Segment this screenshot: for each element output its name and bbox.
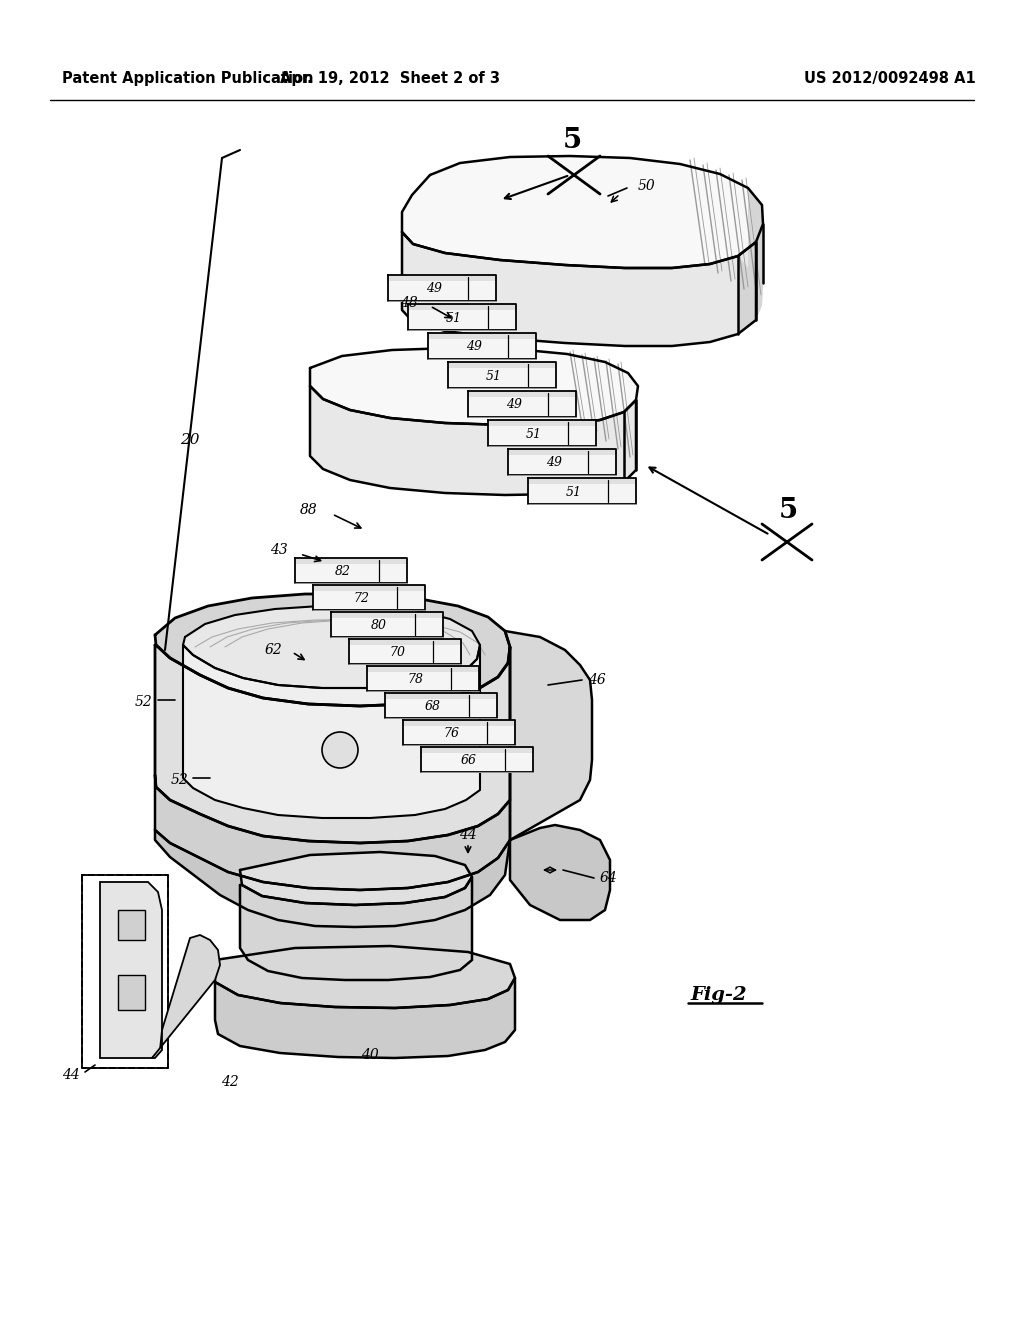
Polygon shape (331, 618, 443, 638)
Polygon shape (488, 420, 596, 426)
Text: 62: 62 (264, 643, 282, 657)
Polygon shape (508, 455, 616, 475)
Polygon shape (349, 645, 461, 664)
Text: 44: 44 (459, 828, 477, 842)
Text: 20: 20 (180, 433, 200, 447)
Text: 44: 44 (62, 1068, 80, 1082)
Text: 5: 5 (778, 496, 798, 524)
Polygon shape (388, 275, 496, 281)
Polygon shape (152, 935, 220, 1059)
Polygon shape (183, 645, 480, 818)
Polygon shape (505, 631, 592, 840)
Polygon shape (428, 339, 536, 359)
Text: Apr. 19, 2012  Sheet 2 of 3: Apr. 19, 2012 Sheet 2 of 3 (280, 70, 500, 86)
Text: 40: 40 (361, 1048, 379, 1063)
Text: 49: 49 (546, 457, 562, 470)
Text: 82: 82 (335, 565, 351, 578)
Polygon shape (468, 397, 575, 417)
Text: 50: 50 (638, 180, 655, 193)
Text: 52: 52 (170, 774, 188, 787)
Polygon shape (295, 558, 407, 564)
Polygon shape (295, 564, 407, 583)
Polygon shape (155, 594, 510, 706)
Text: 64: 64 (600, 871, 617, 884)
Polygon shape (528, 484, 636, 504)
Polygon shape (449, 368, 556, 388)
Polygon shape (402, 156, 763, 268)
Polygon shape (240, 851, 472, 906)
Text: 76: 76 (443, 727, 459, 741)
Text: 68: 68 (425, 700, 441, 713)
Polygon shape (449, 362, 556, 368)
Text: 66: 66 (461, 754, 477, 767)
Text: 51: 51 (446, 312, 462, 325)
Text: 46: 46 (588, 673, 606, 686)
Polygon shape (488, 426, 596, 446)
Polygon shape (748, 187, 763, 319)
Polygon shape (528, 478, 636, 484)
Polygon shape (428, 333, 536, 339)
Polygon shape (367, 672, 479, 690)
Polygon shape (310, 348, 638, 425)
Text: Fig-2: Fig-2 (690, 986, 746, 1005)
Polygon shape (313, 585, 425, 591)
Polygon shape (331, 612, 443, 618)
Polygon shape (240, 876, 472, 979)
Polygon shape (118, 975, 145, 1010)
Polygon shape (421, 747, 534, 752)
Text: 48: 48 (400, 296, 418, 310)
Text: 51: 51 (526, 428, 542, 441)
Polygon shape (403, 726, 515, 744)
Polygon shape (155, 775, 510, 890)
Text: US 2012/0092498 A1: US 2012/0092498 A1 (804, 70, 976, 86)
Text: 5: 5 (562, 127, 582, 153)
Text: 43: 43 (270, 543, 288, 557)
Polygon shape (313, 591, 425, 610)
Polygon shape (183, 606, 480, 688)
Polygon shape (468, 391, 575, 397)
Polygon shape (310, 385, 636, 495)
Polygon shape (215, 978, 515, 1059)
Text: 52: 52 (134, 696, 152, 709)
Polygon shape (510, 825, 610, 920)
Text: 42: 42 (221, 1074, 239, 1089)
Polygon shape (403, 719, 515, 726)
Polygon shape (155, 830, 510, 927)
Polygon shape (349, 639, 461, 645)
Circle shape (322, 733, 358, 768)
Polygon shape (508, 449, 616, 455)
Polygon shape (155, 645, 510, 843)
Text: 70: 70 (389, 645, 406, 659)
Polygon shape (367, 667, 479, 672)
Text: 49: 49 (506, 399, 522, 412)
Text: 78: 78 (407, 673, 423, 686)
Polygon shape (385, 693, 497, 700)
Text: 49: 49 (426, 282, 442, 296)
Polygon shape (421, 752, 534, 772)
Text: Patent Application Publication: Patent Application Publication (62, 70, 313, 86)
Text: 80: 80 (371, 619, 387, 632)
Polygon shape (408, 304, 516, 310)
Polygon shape (385, 700, 497, 718)
Text: 49: 49 (466, 341, 482, 354)
Polygon shape (118, 909, 145, 940)
Text: 51: 51 (566, 486, 582, 499)
Polygon shape (738, 187, 763, 334)
Polygon shape (388, 281, 496, 301)
Text: 88: 88 (300, 503, 318, 517)
Polygon shape (100, 882, 162, 1059)
Text: 51: 51 (486, 370, 502, 383)
Polygon shape (408, 310, 516, 330)
Polygon shape (402, 232, 756, 346)
Text: 72: 72 (353, 591, 369, 605)
Polygon shape (215, 946, 515, 1008)
